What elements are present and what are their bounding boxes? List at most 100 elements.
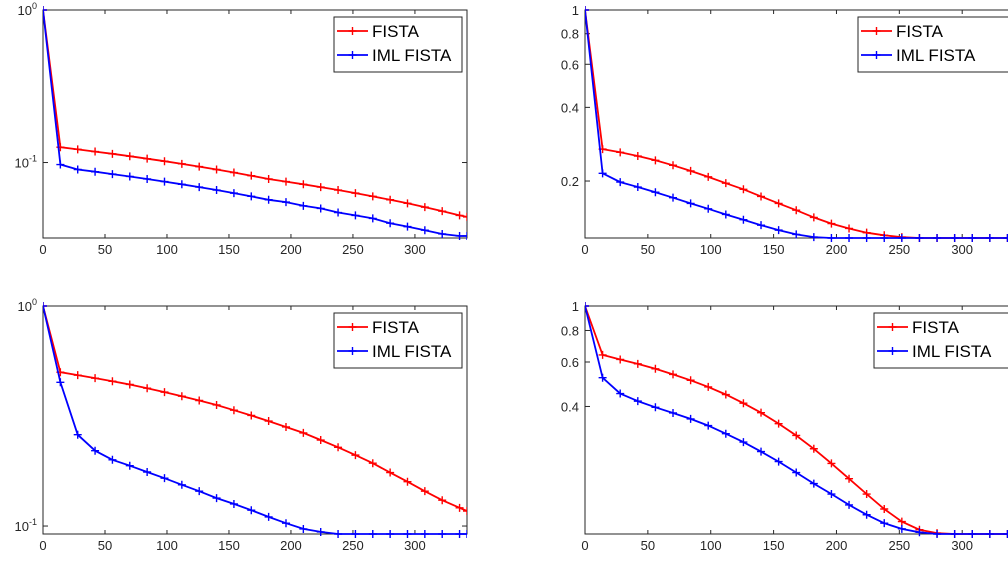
legend-box bbox=[857, 16, 1008, 73]
data-point bbox=[880, 519, 889, 528]
data-point bbox=[862, 490, 871, 499]
legend-box bbox=[333, 16, 463, 73]
legend-marker bbox=[348, 27, 357, 35]
data-point bbox=[809, 479, 818, 488]
y-tick-label: 0.4 bbox=[561, 100, 579, 115]
data-point bbox=[463, 231, 467, 240]
data-point bbox=[160, 157, 169, 166]
data-point bbox=[143, 174, 152, 183]
data-point bbox=[108, 455, 117, 464]
data-point bbox=[368, 459, 377, 468]
data-point bbox=[757, 192, 766, 201]
data-point bbox=[950, 530, 959, 538]
legend-entry: FISTA bbox=[912, 318, 960, 337]
legend-marker bbox=[872, 51, 881, 59]
data-point bbox=[264, 174, 273, 183]
data-point bbox=[91, 446, 100, 455]
chart-panel-1: 0 50 100 150 200 250 300 10-1 100 FISTA IML FISTA bbox=[15, 1, 468, 257]
x-tick-label: 300 bbox=[951, 242, 973, 257]
data-point bbox=[845, 474, 854, 483]
x-tick-label: 50 bbox=[98, 242, 112, 257]
data-point bbox=[264, 195, 273, 204]
data-point bbox=[281, 177, 290, 186]
x-tick-label: 150 bbox=[218, 242, 240, 257]
x-tick-label: 250 bbox=[888, 242, 910, 257]
data-point bbox=[264, 512, 273, 521]
data-point bbox=[686, 414, 695, 423]
data-point bbox=[281, 198, 290, 207]
data-point bbox=[616, 148, 625, 157]
data-point bbox=[386, 530, 395, 538]
data-point bbox=[334, 208, 343, 217]
legend-box bbox=[873, 312, 1008, 369]
data-point bbox=[386, 195, 395, 204]
data-point bbox=[455, 211, 464, 220]
data-point bbox=[403, 477, 412, 486]
data-point bbox=[43, 6, 47, 14]
data-point bbox=[686, 376, 695, 385]
data-point bbox=[757, 408, 766, 417]
data-point bbox=[774, 199, 783, 208]
data-point bbox=[809, 213, 818, 222]
data-point bbox=[316, 527, 325, 536]
data-point bbox=[108, 149, 117, 158]
y-tick-label: 0.4 bbox=[561, 399, 579, 414]
plot-area bbox=[585, 302, 1008, 538]
x-tick-label: 150 bbox=[763, 538, 785, 553]
data-point bbox=[229, 406, 238, 415]
y-tick-label: 1 bbox=[572, 299, 579, 314]
data-point bbox=[73, 371, 82, 380]
legend-marker bbox=[348, 347, 357, 355]
data-point bbox=[809, 444, 818, 453]
data-point bbox=[669, 161, 678, 170]
data-point bbox=[463, 507, 467, 516]
data-point bbox=[212, 494, 221, 503]
data-point bbox=[463, 212, 467, 221]
data-point bbox=[73, 430, 82, 439]
data-point bbox=[1003, 530, 1008, 538]
x-tick-label: 50 bbox=[641, 242, 655, 257]
data-point bbox=[195, 162, 204, 171]
x-tick-label: 200 bbox=[280, 538, 302, 553]
data-point bbox=[177, 480, 186, 489]
data-point bbox=[739, 215, 748, 224]
plot-area bbox=[585, 6, 1008, 242]
legend-entry: FISTA bbox=[372, 318, 420, 337]
data-point bbox=[247, 411, 256, 420]
data-point bbox=[299, 428, 308, 437]
x-tick-label: 0 bbox=[39, 242, 46, 257]
data-point bbox=[704, 204, 713, 213]
y-tick-label: 100 bbox=[18, 297, 37, 314]
data-point bbox=[455, 231, 464, 240]
data-point bbox=[968, 530, 977, 538]
y-tick-label: 10-1 bbox=[15, 154, 37, 171]
axes-frame bbox=[584, 305, 1008, 535]
data-point bbox=[247, 192, 256, 201]
data-point bbox=[160, 474, 169, 483]
data-point bbox=[651, 156, 660, 165]
data-point bbox=[438, 496, 447, 505]
x-tick-label: 150 bbox=[763, 242, 785, 257]
x-tick-label: 100 bbox=[700, 538, 722, 553]
data-point bbox=[1003, 234, 1008, 242]
data-point bbox=[229, 499, 238, 508]
data-point bbox=[229, 189, 238, 198]
data-point bbox=[880, 234, 889, 242]
x-tick-label: 150 bbox=[218, 538, 240, 553]
data-point bbox=[455, 503, 464, 512]
data-point bbox=[455, 530, 464, 538]
legend-entry: IML FISTA bbox=[896, 46, 976, 65]
x-tick-label: 50 bbox=[641, 538, 655, 553]
data-point bbox=[420, 487, 429, 496]
data-point bbox=[616, 389, 625, 398]
y-tick-label: 0.6 bbox=[561, 57, 579, 72]
legend-marker bbox=[888, 347, 897, 355]
x-tick-label: 0 bbox=[581, 538, 588, 553]
x-tick-label: 250 bbox=[342, 538, 364, 553]
data-point bbox=[739, 399, 748, 408]
y-tick-label: 100 bbox=[18, 1, 37, 18]
data-point bbox=[669, 408, 678, 417]
legend-entry: IML FISTA bbox=[372, 342, 452, 361]
data-point bbox=[704, 382, 713, 391]
legend-entry: FISTA bbox=[896, 22, 944, 41]
